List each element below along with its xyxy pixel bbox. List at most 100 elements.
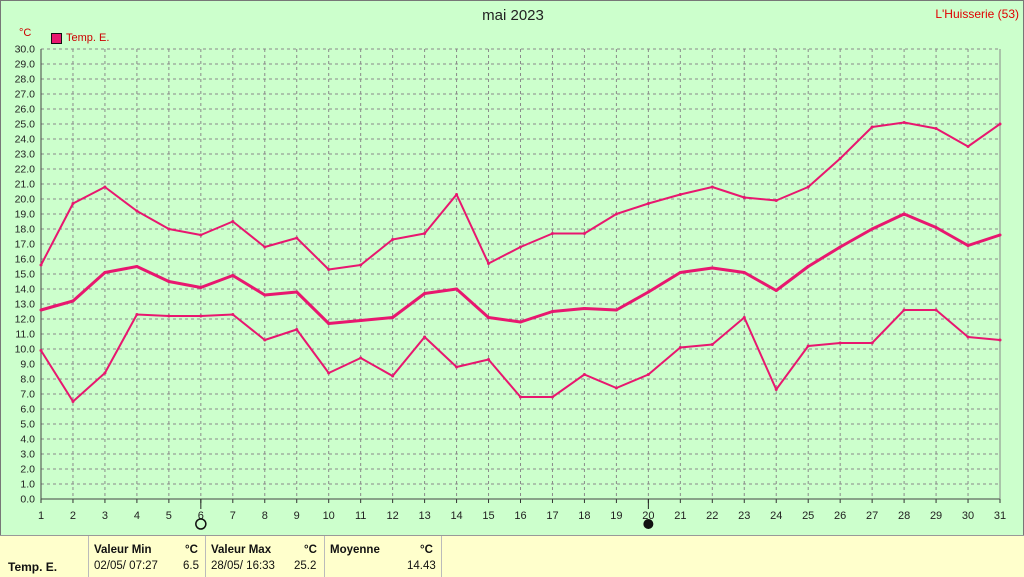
y-tick-label: 4.0 bbox=[20, 434, 35, 446]
y-tick-label: 9.0 bbox=[20, 359, 35, 371]
data-point-mean bbox=[902, 212, 906, 216]
x-tick-label: 9 bbox=[294, 510, 300, 522]
data-point-mean bbox=[742, 271, 746, 274]
data-point-mean bbox=[838, 245, 842, 249]
data-point-mean bbox=[582, 307, 586, 310]
data-point-max bbox=[103, 185, 107, 189]
x-tick-label: 16 bbox=[514, 510, 526, 522]
footer-mean-cell: Moyenne °C 14.43 bbox=[325, 536, 442, 577]
x-tick-label: 2 bbox=[70, 510, 76, 522]
x-tick-label: 22 bbox=[706, 510, 718, 522]
mean-unit: °C bbox=[420, 544, 433, 556]
x-tick-label: 20 bbox=[642, 510, 654, 522]
data-point-min bbox=[678, 346, 682, 349]
x-tick-label: 25 bbox=[802, 510, 814, 522]
data-point-min bbox=[391, 374, 395, 378]
y-tick-label: 28.0 bbox=[15, 74, 36, 86]
y-tick-label: 23.0 bbox=[15, 149, 36, 161]
data-point-min bbox=[423, 335, 427, 339]
data-point-max bbox=[263, 245, 267, 249]
data-point-min bbox=[455, 365, 459, 369]
data-point-mean bbox=[519, 320, 522, 324]
min-header: Valeur Min bbox=[94, 544, 152, 556]
chart-title: mai 2023 bbox=[482, 7, 544, 24]
legend[interactable]: Temp. E. bbox=[51, 32, 109, 44]
data-point-min bbox=[263, 338, 267, 342]
data-point-mean bbox=[167, 280, 171, 283]
y-tick-label: 19.0 bbox=[15, 209, 36, 221]
y-tick-label: 21.0 bbox=[15, 179, 36, 191]
max-header: Valeur Max bbox=[211, 544, 272, 556]
data-point-max bbox=[455, 193, 459, 196]
x-tick-label: 6 bbox=[198, 510, 204, 522]
data-point-min bbox=[295, 328, 299, 331]
y-tick-label: 8.0 bbox=[20, 374, 35, 386]
data-point-max bbox=[71, 202, 75, 205]
data-point-mean bbox=[39, 308, 43, 312]
data-point-max bbox=[806, 185, 810, 189]
data-point-min bbox=[742, 316, 746, 319]
data-point-mean bbox=[71, 299, 75, 303]
x-tick-label: 23 bbox=[738, 510, 750, 522]
data-point-min bbox=[550, 395, 554, 399]
data-point-min bbox=[327, 371, 331, 375]
data-point-min bbox=[199, 314, 203, 318]
x-tick-label: 12 bbox=[387, 510, 399, 522]
data-point-max bbox=[423, 232, 427, 235]
data-point-min bbox=[487, 358, 491, 361]
y-tick-label: 26.0 bbox=[15, 104, 36, 116]
data-point-max bbox=[998, 122, 1002, 126]
data-point-max bbox=[774, 199, 778, 202]
data-point-mean bbox=[327, 322, 331, 325]
x-tick-label: 11 bbox=[355, 510, 366, 522]
y-tick-label: 13.0 bbox=[15, 299, 36, 311]
mean-value: 14.43 bbox=[407, 560, 436, 572]
y-tick-label: 24.0 bbox=[15, 134, 36, 146]
data-point-max bbox=[359, 263, 363, 267]
data-point-max bbox=[519, 245, 522, 249]
data-point-min bbox=[167, 314, 171, 318]
data-point-max bbox=[934, 127, 938, 130]
footer-series-label: Temp. E. bbox=[8, 560, 58, 574]
footer-min-cell: Valeur Min °C 02/05/ 07:27 6.5 bbox=[89, 536, 206, 577]
temperature-chart: 0.01.02.03.04.05.06.07.08.09.010.011.012… bbox=[15, 44, 1006, 530]
x-tick-label: 21 bbox=[674, 510, 686, 522]
y-tick-label: 22.0 bbox=[15, 164, 36, 176]
x-tick-label: 19 bbox=[610, 510, 622, 522]
y-tick-label: 2.0 bbox=[20, 464, 35, 476]
data-point-max bbox=[295, 236, 299, 240]
x-tick-label: 14 bbox=[450, 510, 462, 522]
data-point-min bbox=[71, 400, 75, 403]
data-point-mean bbox=[934, 226, 938, 229]
data-point-min bbox=[39, 349, 43, 352]
chart-background: mai 2023 L'Huisserie (53) °C Temp. E. 0.… bbox=[0, 0, 1024, 536]
min-unit: °C bbox=[185, 544, 198, 556]
data-point-max bbox=[678, 193, 682, 196]
data-point-mean bbox=[359, 319, 363, 322]
data-point-min bbox=[519, 395, 522, 399]
data-point-mean bbox=[263, 293, 267, 297]
data-point-min bbox=[870, 341, 874, 345]
data-point-min bbox=[359, 356, 363, 360]
data-point-max bbox=[199, 233, 203, 237]
data-point-min bbox=[998, 338, 1002, 342]
x-tick-label: 10 bbox=[323, 510, 335, 522]
data-point-mean bbox=[103, 271, 107, 274]
x-tick-label: 3 bbox=[102, 510, 108, 522]
data-point-mean bbox=[391, 316, 395, 319]
y-tick-label: 18.0 bbox=[15, 224, 36, 236]
y-tick-label: 14.0 bbox=[15, 284, 36, 296]
data-point-max bbox=[870, 125, 874, 129]
x-tick-label: 30 bbox=[962, 510, 974, 522]
data-point-mean bbox=[455, 287, 459, 291]
data-point-max bbox=[710, 185, 714, 189]
data-point-max bbox=[742, 196, 746, 199]
data-point-mean bbox=[678, 271, 682, 274]
data-point-mean bbox=[998, 233, 1002, 237]
data-point-max bbox=[487, 262, 491, 265]
max-value: 25.2 bbox=[294, 560, 317, 572]
data-point-mean bbox=[231, 274, 235, 277]
y-tick-label: 10.0 bbox=[15, 344, 36, 356]
data-point-max bbox=[39, 263, 43, 267]
y-tick-label: 12.0 bbox=[15, 314, 36, 326]
